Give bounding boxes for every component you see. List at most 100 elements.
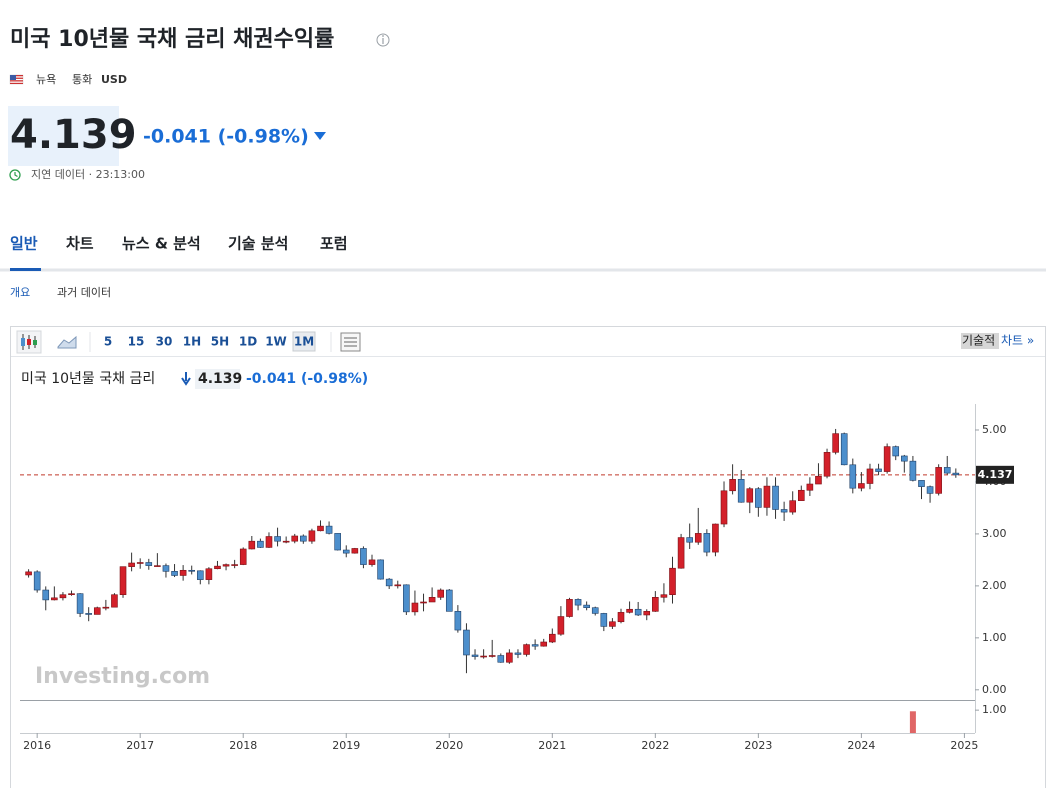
clock-icon [9,169,21,181]
tab[interactable]: 뉴스 & 분석 [122,235,201,253]
x-tick-label: 2021 [538,739,566,752]
y-tick-label: 5.00 [982,423,1007,436]
flag-stripe [10,82,23,84]
y-tick-label: 3.00 [982,527,1007,540]
candle-body [454,611,462,631]
candle-body [291,535,299,542]
tab[interactable]: 포럼 [320,235,348,253]
page-title: 미국 10년물 국채 금리 채권수익률 [10,27,334,52]
candle-body [93,607,101,615]
candle-body [660,594,668,598]
candle-body [703,533,711,553]
candle-body [360,548,367,565]
flag-stripe [10,77,23,79]
candle-body [849,464,857,489]
candle-body [531,644,539,647]
candle-body [76,593,84,614]
candle-body [720,490,728,525]
candle-body [892,446,900,457]
x-tick-label: 2017 [126,739,154,752]
candle-body [806,483,814,491]
candle-body [557,616,565,635]
candle-body [609,621,616,627]
currency-label: 통화 [72,73,92,86]
x-tick-label: 2020 [435,739,463,752]
intervals: 5 15 30 1H 5H 1D 1W 1M [104,331,316,352]
flag-canton [10,75,16,80]
subtab[interactable]: 개요 [10,286,30,299]
volume-bar [909,711,916,733]
watermark: Investing.com [35,664,210,689]
candle-body [883,446,891,472]
table-icon[interactable] [340,332,361,352]
legend-price: 4.139 [198,371,242,387]
candle-body [600,613,608,627]
candle-body [351,548,359,554]
candle-body [265,536,273,548]
candle-body [59,594,67,599]
chart-title: 미국 10년물 국채 금리 [21,371,155,387]
candle-body [377,559,384,580]
us-flag [9,74,24,85]
candle-body [523,644,530,655]
tabs: 일반 차트 뉴스 & 분석 기술 분석 포럼 [10,235,348,253]
interval[interactable]: 1W [265,335,287,349]
candle-body [136,562,144,564]
candle-body [797,489,805,501]
volume-tick-label: 1.00 [982,703,1007,716]
candle-body [901,455,908,462]
plot: 0.001.002.003.004.005.001.00201620172018… [20,423,1014,752]
candle-body [317,525,324,532]
area-icon[interactable] [57,335,77,349]
subtabs: 개요 과거 데이터 [10,286,111,299]
candle-body [823,452,831,477]
tab[interactable]: 일반 [10,235,38,253]
candle-body [506,652,513,663]
interval-selected [292,331,316,352]
interval[interactable]: 15 [128,335,145,349]
chart-box [10,326,1046,788]
x-tick-label: 2024 [847,739,875,752]
interval[interactable]: 5H [211,335,229,349]
flag-stripe [10,75,23,77]
info-circle [376,33,390,47]
candle-body [875,468,882,472]
candle-body [772,485,779,510]
tab[interactable]: 차트 [66,235,94,253]
candle-body [385,578,393,587]
y-tick-label: 1.00 [982,631,1007,644]
last-price-label: 4.137 [978,468,1013,481]
candle-body [334,533,341,551]
candle-body [626,608,633,613]
candle-body [42,589,50,601]
candle-body [755,488,762,508]
candle-body [737,479,745,503]
candle-body [652,597,659,612]
info-icon[interactable] [376,33,390,47]
candle-body [428,597,436,603]
candle-body [574,599,582,606]
chart-link[interactable]: 차트 » [1001,334,1034,348]
candle-body [789,500,797,513]
interval[interactable]: 1H [183,335,201,349]
candle-body [583,604,590,609]
interval[interactable]: 5 [104,335,112,349]
candle-body [677,537,685,569]
candle-body [729,479,736,492]
subtab[interactable]: 과거 데이터 [57,286,111,299]
price-change: -0.041 (-0.98%) [143,126,309,148]
candle-body [943,467,951,474]
x-tick-label: 2023 [744,739,772,752]
interval[interactable]: 1D [239,335,257,349]
tab[interactable]: 기술 분석 [228,235,288,253]
interval[interactable]: 30 [156,335,173,349]
down-arrow [314,132,326,140]
interval[interactable]: 1M [294,335,314,349]
currency: USD [101,73,127,86]
candle-icon[interactable] [16,330,42,354]
candle-body [342,549,350,554]
tech-link[interactable]: 기술적 [962,334,995,348]
candle-body [308,530,316,542]
clock-face [9,169,21,181]
